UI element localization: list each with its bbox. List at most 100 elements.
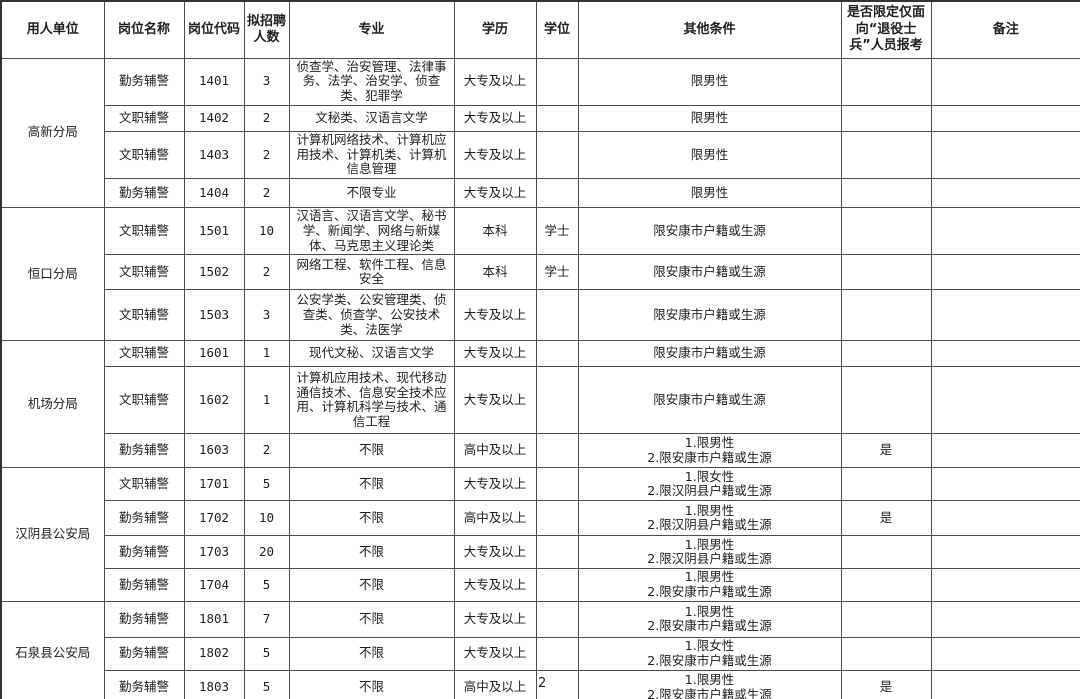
degree-cell	[535, 366, 579, 435]
table-row: 文职辅警 1503 3 公安学类、公安管理类、侦查类、侦查学、公安技术类、法医学 大专及…	[1, 289, 1080, 342]
code-cell: 1803	[183, 669, 245, 699]
position-cell: 勤务辅警	[103, 568, 185, 602]
position-cell: 文职辅警	[103, 254, 185, 291]
remark-cell	[930, 433, 1080, 469]
veteran-cell: 是	[840, 433, 932, 469]
education-cell: 本科	[453, 206, 537, 256]
veteran-cell	[840, 130, 932, 180]
education-cell: 大专及以上	[453, 568, 537, 602]
major-cell: 汉语言、汉语言文学、秘书学、新闻学、网络与新媒体、马克思主义理论类	[288, 206, 455, 256]
col-header-degree: 学位	[535, 0, 579, 59]
major-cell: 不限	[288, 467, 455, 502]
count-cell: 10	[243, 500, 290, 537]
table-row: 勤务辅警 1803 5 不限 高中及以上 1.限男性 2.限安康市户籍或生源是	[1, 669, 1080, 699]
position-cell: 文职辅警	[103, 104, 185, 132]
table-row: 勤务辅警 1702 10 不限 高中及以上 1.限男性 2.限汉阴县户籍或生源是	[1, 500, 1080, 537]
remark-cell	[930, 600, 1080, 638]
position-cell: 文职辅警	[103, 206, 185, 256]
major-cell: 不限	[288, 669, 455, 699]
major-cell: 计算机网络技术、计算机应用技术、计算机类、计算机信息管理	[288, 130, 455, 180]
degree-cell	[535, 535, 579, 570]
col-header-code: 岗位代码	[183, 0, 245, 59]
table-row: 勤务辅警 1802 5 不限 大专及以上 1.限女性 2.限安康市户籍或生源	[1, 636, 1080, 671]
conditions-cell: 限安康市户籍或生源	[577, 254, 842, 291]
major-cell: 不限	[288, 433, 455, 469]
education-cell: 本科	[453, 254, 537, 291]
count-cell: 5	[243, 636, 290, 671]
education-cell: 大专及以上	[453, 289, 537, 342]
conditions-cell: 限男性	[577, 178, 842, 208]
conditions-cell: 1.限女性 2.限安康市户籍或生源	[577, 636, 842, 671]
count-cell: 2	[243, 433, 290, 469]
major-cell: 不限	[288, 535, 455, 570]
veteran-cell: 是	[840, 669, 932, 699]
degree-cell	[535, 104, 579, 132]
col-header-count: 拟招聘人数	[243, 0, 290, 59]
remark-cell	[930, 636, 1080, 671]
unit-cell: 石泉县公安局	[0, 600, 105, 699]
table-row: 高新分局 勤务辅警 1401 3 侦查学、治安管理、法律事务、法学、治安学、侦查类、犯罪…	[0, 57, 1080, 208]
remark-cell	[930, 366, 1080, 435]
education-cell: 大专及以上	[453, 130, 537, 180]
position-cell: 文职辅警	[103, 289, 185, 342]
conditions-cell: 限男性	[577, 130, 842, 180]
table-row: 勤务辅警 1404 2 不限专业 大专及以上 限男性	[1, 178, 1080, 208]
degree-cell: 学士	[535, 254, 579, 291]
position-cell: 文职辅警	[103, 467, 185, 502]
veteran-cell	[840, 366, 932, 435]
education-cell: 大专及以上	[453, 366, 537, 435]
code-cell: 1801	[183, 600, 245, 638]
degree-cell: 学士	[535, 206, 579, 256]
count-cell: 7	[243, 600, 290, 638]
code-cell: 1501	[183, 206, 245, 256]
remark-cell	[930, 535, 1080, 570]
position-cell: 文职辅警	[103, 340, 185, 368]
conditions-cell: 1.限男性 2.限安康市户籍或生源	[577, 433, 842, 469]
conditions-cell: 限安康市户籍或生源	[577, 340, 842, 368]
count-cell: 5	[243, 568, 290, 602]
code-cell: 1404	[183, 178, 245, 208]
degree-cell	[535, 433, 579, 469]
conditions-cell: 限男性	[577, 104, 842, 132]
position-cell: 勤务辅警	[103, 500, 185, 537]
veteran-cell	[840, 600, 932, 638]
count-cell: 2	[243, 130, 290, 180]
count-cell: 2	[243, 178, 290, 208]
major-cell: 网络工程、软件工程、信息安全	[288, 254, 455, 291]
education-cell: 大专及以上	[453, 636, 537, 671]
code-cell: 1701	[183, 467, 245, 502]
remark-cell	[930, 500, 1080, 537]
major-cell: 现代文秘、汉语言文学	[288, 340, 455, 368]
conditions-cell: 1.限女性 2.限汉阴县户籍或生源	[577, 467, 842, 502]
col-header-major: 专业	[288, 0, 455, 59]
degree-cell	[535, 636, 579, 671]
col-header-conditions: 其他条件	[577, 0, 842, 59]
veteran-cell: 是	[840, 500, 932, 537]
veteran-cell	[840, 289, 932, 342]
major-cell: 不限	[288, 600, 455, 638]
conditions-cell: 1.限男性 2.限安康市户籍或生源	[577, 600, 842, 638]
degree-cell	[535, 568, 579, 602]
major-cell: 公安学类、公安管理类、侦查类、侦查学、公安技术类、法医学	[288, 289, 455, 342]
table-row: 文职辅警 1502 2 网络工程、软件工程、信息安全 本科 学士 限安康市户籍或生源	[1, 254, 1080, 291]
remark-cell	[930, 57, 1080, 106]
education-cell: 高中及以上	[453, 433, 537, 469]
conditions-cell: 限安康市户籍或生源	[577, 206, 842, 256]
position-cell: 勤务辅警	[103, 636, 185, 671]
education-cell: 大专及以上	[453, 535, 537, 570]
table-row: 文职辅警 1602 1 计算机应用技术、现代移动通信技术、信息安全技术应用、计算机科学…	[1, 366, 1080, 435]
position-cell: 勤务辅警	[103, 178, 185, 208]
count-cell: 3	[243, 289, 290, 342]
count-cell: 1	[243, 340, 290, 368]
header-row: 用人单位 岗位名称 岗位代码 拟招聘人数 专业 学历 学位 其他条件 是否限定仅…	[0, 0, 1080, 59]
education-cell: 高中及以上	[453, 500, 537, 537]
code-cell: 1703	[183, 535, 245, 570]
remark-cell	[930, 340, 1080, 368]
degree-cell	[535, 130, 579, 180]
veteran-cell	[840, 568, 932, 602]
major-cell: 不限	[288, 636, 455, 671]
table-row: 恒口分局 文职辅警 1501 10 汉语言、汉语言文学、秘书学、新闻学、网络与新媒体、马…	[0, 206, 1080, 342]
conditions-cell: 限安康市户籍或生源	[577, 289, 842, 342]
col-header-position: 岗位名称	[103, 0, 185, 59]
remark-cell	[930, 130, 1080, 180]
